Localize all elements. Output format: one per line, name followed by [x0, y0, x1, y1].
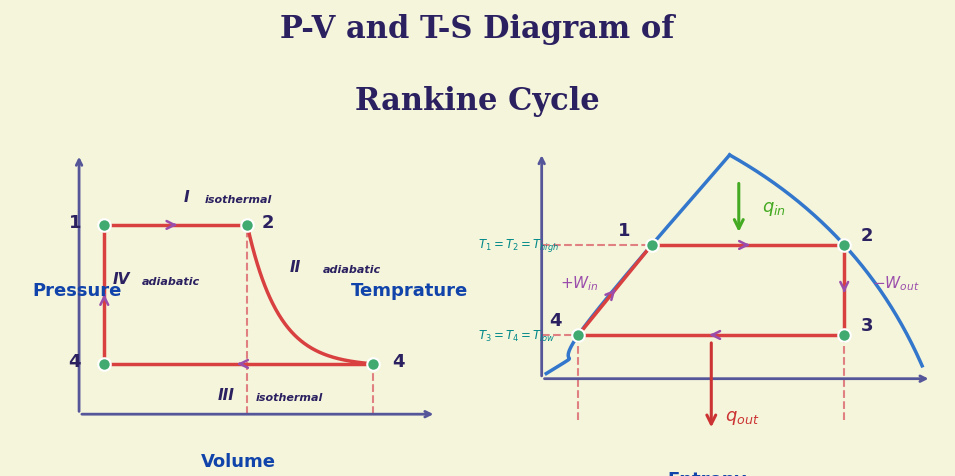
Text: isothermal: isothermal	[205, 195, 272, 205]
Text: $-W_{out}$: $-W_{out}$	[872, 273, 920, 292]
Text: 1: 1	[69, 214, 81, 231]
Text: isothermal: isothermal	[256, 393, 323, 403]
Text: Pressure: Pressure	[32, 281, 122, 299]
Text: Volume: Volume	[202, 453, 276, 470]
Text: II: II	[289, 259, 301, 274]
Text: Rankine Cycle: Rankine Cycle	[355, 86, 600, 117]
Text: $T_3{=}T_4{=}T_{low}$: $T_3{=}T_4{=}T_{low}$	[478, 328, 555, 343]
Text: 3: 3	[860, 316, 874, 334]
Text: 4: 4	[549, 311, 562, 329]
Text: Entropy: Entropy	[667, 470, 747, 476]
Text: $T_1{=}T_2{=}T_{high}$: $T_1{=}T_2{=}T_{high}$	[478, 237, 559, 254]
Text: 4: 4	[69, 352, 81, 370]
Text: adiabatic: adiabatic	[323, 264, 381, 274]
Text: P-V and T-S Diagram of: P-V and T-S Diagram of	[281, 14, 674, 45]
Text: $q_{in}$: $q_{in}$	[762, 199, 786, 217]
Text: 2: 2	[262, 214, 274, 231]
Text: Temprature: Temprature	[351, 281, 468, 299]
Text: I: I	[184, 190, 190, 205]
Text: 2: 2	[860, 227, 874, 244]
Text: $q_{out}$: $q_{out}$	[725, 408, 759, 426]
Text: III: III	[218, 387, 235, 403]
Text: 4: 4	[393, 352, 405, 370]
Text: IV: IV	[113, 271, 130, 286]
Text: adiabatic: adiabatic	[142, 276, 201, 286]
Text: $+W_{in}$: $+W_{in}$	[560, 273, 599, 292]
Text: 1: 1	[618, 221, 630, 239]
